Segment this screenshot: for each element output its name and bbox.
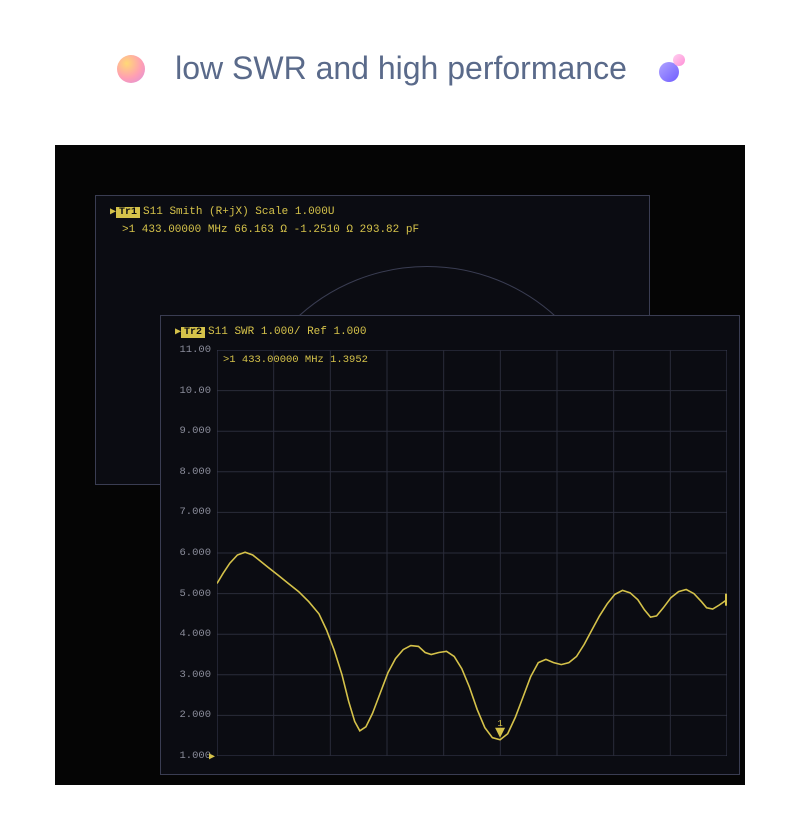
swr-y-axis-labels: 11.0010.009.0008.0007.0006.0005.0004.000… xyxy=(171,350,213,756)
y-tick-label: 1.000 xyxy=(179,750,211,762)
bullet-left-icon xyxy=(117,55,145,83)
bullet-right-icon xyxy=(657,56,683,82)
swr-header: ▶Tr2S11 SWR 1.000/ Ref 1.000 xyxy=(161,316,739,342)
smith-subheader: >1 433.00000 MHz 66.163 Ω -1.2510 Ω 293.… xyxy=(96,222,649,242)
svg-text:1: 1 xyxy=(497,719,502,729)
y-tick-label: 10.00 xyxy=(179,385,211,397)
y-tick-label: 8.000 xyxy=(179,466,211,478)
ref-arrow-left-icon: ▶ xyxy=(209,751,215,763)
swr-panel: ▶Tr2S11 SWR 1.000/ Ref 1.000 11.00 10.00 9… xyxy=(160,315,740,775)
stage: ▶Tr1S11 Smith (R+jX) Scale 1.000U >1 433… xyxy=(55,145,745,785)
y-tick-label: 2.000 xyxy=(179,709,211,721)
y-tick-label: 5.000 xyxy=(179,588,211,600)
page-title: low SWR and high performance xyxy=(175,50,627,87)
smith-header: ▶Tr1S11 Smith (R+jX) Scale 1.000U xyxy=(96,196,649,222)
y-tick-label: 3.000 xyxy=(179,669,211,681)
swr-chart-area: >1 433.00000 MHz 1.3952 11 xyxy=(217,350,727,756)
smith-header-text: S11 Smith (R+jX) Scale 1.000U xyxy=(143,206,334,218)
title-row: low SWR and high performance xyxy=(0,50,800,87)
y-tick-label: 9.000 xyxy=(179,425,211,437)
swr-chart-svg: 11 xyxy=(217,350,727,756)
y-tick-label: 4.000 xyxy=(179,628,211,640)
y-tick-label: 11.00 xyxy=(179,344,211,356)
y-tick-label: 6.000 xyxy=(179,547,211,559)
swr-header-text: S11 SWR 1.000/ Ref 1.000 xyxy=(208,326,366,338)
y-tick-label: 7.000 xyxy=(179,506,211,518)
